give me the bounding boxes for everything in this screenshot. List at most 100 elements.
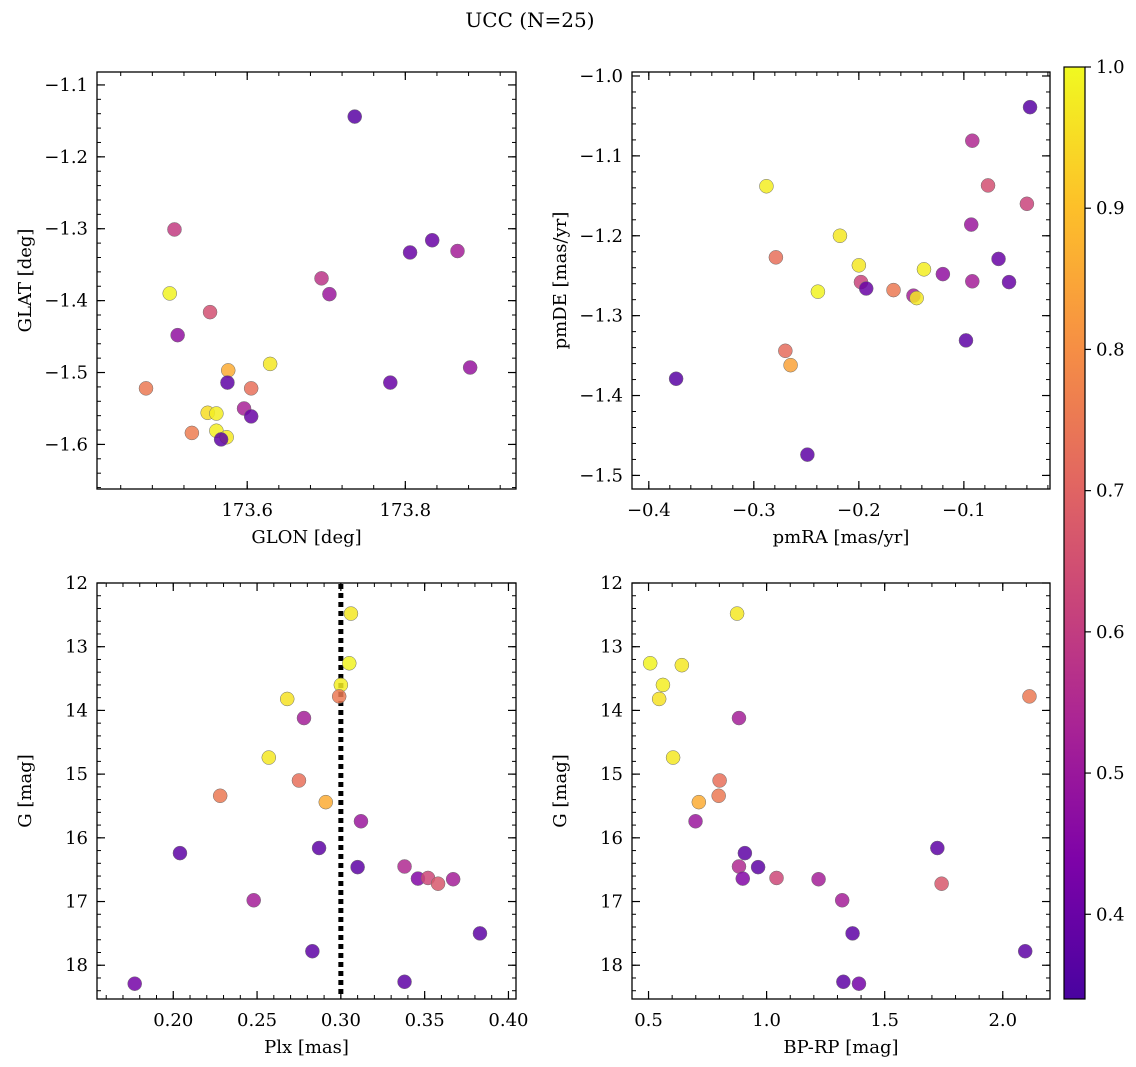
data-point	[472, 926, 488, 941]
data-point	[991, 251, 1006, 267]
data-point	[832, 228, 848, 244]
data-point	[172, 845, 188, 861]
data-point	[1022, 689, 1037, 704]
data-point	[350, 859, 365, 875]
y-tick-label: 16	[65, 828, 88, 849]
data-point	[213, 432, 229, 447]
colorbar-tick-label: 0.5	[1096, 763, 1125, 784]
y-axis-label: GLAT [deg]	[15, 229, 36, 333]
data-point	[220, 375, 235, 390]
x-tick-label: −0.2	[837, 500, 881, 521]
y-tick-label: −1.2	[579, 226, 623, 247]
y-tick-label: 14	[65, 700, 88, 721]
plot-frame	[631, 582, 1051, 1000]
y-tick-label: 15	[65, 764, 88, 785]
data-point	[750, 859, 766, 875]
data-point	[665, 750, 681, 765]
colorbar: 0.4 0.5 0.6 0.7 0.8 0.9 1.0	[1063, 57, 1125, 1000]
data-point	[347, 109, 362, 124]
x-tick-label: 0.40	[488, 1010, 528, 1031]
x-tick-label: −0.4	[627, 500, 671, 521]
data-point	[886, 282, 901, 298]
data-point	[935, 266, 951, 282]
x-tick-label: 0.25	[237, 1010, 277, 1031]
data-point	[674, 657, 690, 673]
y-tick-label: −1.4	[579, 386, 623, 407]
y-tick-label: −1.6	[44, 434, 88, 455]
data-point	[980, 178, 996, 193]
data-point	[735, 871, 751, 886]
data-point	[731, 710, 747, 726]
data-point	[209, 406, 224, 421]
plot-frame	[96, 582, 517, 1000]
y-tick-label: 17	[600, 892, 623, 913]
data-point	[811, 871, 826, 887]
data-point	[296, 710, 312, 726]
data-point	[800, 447, 815, 462]
data-point	[729, 606, 745, 621]
data-point	[279, 691, 295, 707]
colorbar-tick-label: 0.7	[1096, 481, 1125, 502]
y-tick-label: 14	[600, 700, 623, 721]
y-tick-label: 13	[600, 637, 623, 658]
data-point	[322, 286, 337, 302]
y-tick-label: 18	[65, 955, 88, 976]
data-point	[162, 286, 177, 301]
figure-title: UCC (N=25)	[465, 8, 594, 32]
x-tick-label: 173.8	[380, 500, 432, 521]
y-tick-label: −1.3	[579, 306, 623, 327]
data-point	[291, 773, 307, 788]
data-point	[768, 250, 784, 265]
data-point	[851, 258, 867, 273]
panel-4: 0.5 1.0 1.5 2.0 12 13 14 15 16 17 18 BP-RP [mag] G […	[550, 573, 1051, 1058]
data-point	[311, 840, 327, 856]
data-point	[402, 245, 418, 260]
data-point	[138, 381, 154, 396]
data-point	[127, 976, 142, 991]
data-point	[845, 926, 860, 941]
x-axis-label: pmRA [mas/yr]	[773, 527, 910, 548]
data-point	[397, 974, 412, 990]
data-point	[331, 689, 347, 704]
data-point	[212, 788, 228, 804]
data-point	[450, 243, 465, 259]
panel-3: 0.20 0.25 0.30 0.35 0.40 12 13 14 15 16 17 18 Plx [m…	[15, 573, 528, 1058]
data-point	[397, 859, 412, 874]
x-tick-label: 1.0	[752, 1010, 781, 1031]
y-tick-label: −1.1	[44, 75, 88, 96]
data-point	[261, 750, 277, 765]
y-tick-label: −1.3	[44, 219, 88, 240]
data-point	[1017, 943, 1033, 959]
y-axis-label: G [mag]	[15, 754, 36, 827]
data-point	[243, 381, 259, 396]
data-point	[170, 327, 185, 343]
x-tick-label: 0.35	[405, 1010, 445, 1031]
x-tick-label: −0.1	[942, 500, 986, 521]
y-tick-label: −1.1	[579, 146, 623, 167]
y-axis-label: G [mag]	[550, 754, 571, 827]
data-point	[691, 794, 707, 810]
panel-1: 173.6 173.8 −1.1 −1.2 −1.3 −1.4 −1.5 −1.6 GLON […	[15, 71, 517, 548]
y-tick-label: 13	[65, 637, 88, 658]
data-point	[909, 290, 924, 306]
y-tick-label: −1.5	[579, 465, 623, 486]
data-point	[934, 876, 949, 891]
x-tick-label: −0.3	[732, 500, 776, 521]
data-point	[965, 274, 980, 289]
data-point	[353, 814, 369, 829]
plot-frame	[96, 71, 517, 490]
colorbar-tick-label: 0.9	[1096, 198, 1125, 219]
y-tick-label: 15	[600, 764, 623, 785]
data-point	[167, 222, 182, 237]
y-tick-label: −1.2	[44, 147, 88, 168]
colorbar-tick-label: 0.6	[1096, 622, 1125, 643]
data-point	[243, 409, 259, 424]
x-tick-label: 2.0	[988, 1010, 1017, 1031]
y-tick-label: −1.4	[44, 291, 88, 312]
y-tick-label: 12	[600, 573, 623, 594]
x-tick-label: 0.30	[321, 1010, 361, 1031]
data-point	[778, 343, 793, 359]
plot-frame	[631, 71, 1051, 490]
data-point	[769, 870, 784, 886]
